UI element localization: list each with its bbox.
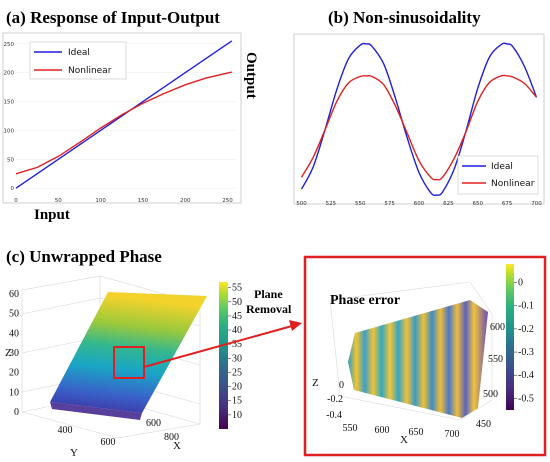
chart-d-cbar-tick: -0.3 bbox=[518, 347, 534, 358]
chart-d-box bbox=[329, 281, 493, 421]
legend-b-nonlinear: Nonlinear bbox=[491, 179, 535, 189]
chart-c-cbar-tick: 35 bbox=[232, 339, 242, 350]
chart-a-ytick: 250 bbox=[4, 42, 15, 48]
annotation-plane: Plane bbox=[254, 287, 283, 301]
chart-d-cbar-tick: -0.4 bbox=[518, 370, 534, 381]
chart-a-ytick: 0 bbox=[11, 186, 15, 192]
chart-a-xtick: 250 bbox=[222, 198, 233, 204]
chart-c-cbar-tick: 15 bbox=[232, 396, 242, 407]
chart-d-title: Phase error bbox=[330, 293, 400, 308]
chart-b-frame bbox=[293, 33, 545, 205]
chart-b-title: (b) Non-sinusoidality bbox=[328, 8, 481, 27]
unwrapped-phase-surface bbox=[50, 292, 207, 413]
legend-a-nonlinear: Nonlinear bbox=[68, 66, 112, 76]
chart-c-cbar-tick: 45 bbox=[232, 311, 242, 322]
chart-c-ztick: 10 bbox=[9, 387, 19, 398]
chart-a-frame bbox=[2, 32, 242, 204]
zoom-frame bbox=[303, 255, 547, 457]
chart-d-xtick: 650 bbox=[409, 427, 424, 438]
chart-b-xtick: 650 bbox=[472, 201, 483, 207]
chart-a-xtick: 100 bbox=[95, 198, 106, 204]
chart-c-ztick: 50 bbox=[9, 309, 19, 320]
chart-b-xtick: 625 bbox=[443, 201, 454, 207]
chart-d-xtick: 700 bbox=[445, 429, 460, 440]
chart-d-colorbar bbox=[506, 264, 514, 410]
chart-a-xtick: 0 bbox=[14, 198, 18, 204]
panel-c: (c) Unwrapped Phase 10 15 20 25 30 35 40 45 50 55… bbox=[5, 247, 242, 459]
zoom-arrow-head bbox=[289, 320, 302, 331]
chart-d-cbar-tick: 0 bbox=[518, 278, 523, 289]
chart-a-ylabel: Output bbox=[243, 52, 259, 99]
chart-b-xtick: 575 bbox=[384, 201, 395, 207]
phase-error-surface bbox=[348, 300, 488, 418]
chart-d-ztick: -0.2 bbox=[327, 394, 343, 405]
zoom-arrow bbox=[143, 325, 293, 368]
panel-b: (b) Non-sinusoidality 500 525 550 575 600 625… bbox=[293, 8, 545, 207]
chart-c-ztick: 60 bbox=[9, 289, 19, 300]
chart-d-ytick: 600 bbox=[490, 322, 505, 333]
chart-a-series-ideal bbox=[15, 40, 233, 189]
chart-b-xtick: 600 bbox=[414, 201, 425, 207]
chart-d-cbar-tick: -0.1 bbox=[518, 301, 534, 312]
chart-c-ztick: 40 bbox=[9, 328, 19, 339]
chart-c-ytick: 400 bbox=[58, 425, 73, 436]
chart-c-ztick: 0 bbox=[14, 407, 19, 418]
chart-a-ytick: 100 bbox=[4, 128, 15, 134]
chart-d-xlabel: X bbox=[400, 434, 408, 446]
chart-b-legend bbox=[457, 155, 539, 195]
chart-b-xtick: 525 bbox=[326, 201, 337, 207]
legend-a-ideal: Ideal bbox=[68, 48, 90, 58]
chart-d-ztick: 0 bbox=[339, 380, 344, 391]
chart-d-ztick: -0.4 bbox=[326, 410, 342, 421]
chart-a-series-nonlinear bbox=[15, 71, 232, 175]
chart-c-ytick: 600 bbox=[101, 437, 116, 448]
chart-c-cbar-tick: 50 bbox=[232, 297, 242, 308]
chart-a-xtick: 200 bbox=[180, 198, 191, 204]
chart-d-cbar-tick: -0.2 bbox=[518, 324, 534, 335]
legend-b-ideal: Ideal bbox=[491, 162, 513, 172]
chart-d-ytick: 550 bbox=[488, 354, 503, 365]
chart-b-xtick: 675 bbox=[502, 201, 513, 207]
chart-c-ztick: 30 bbox=[9, 348, 19, 359]
chart-a-ytick: 50 bbox=[7, 157, 14, 163]
chart-c-cbar-tick: 25 bbox=[232, 367, 242, 378]
chart-a-xlabel: Input bbox=[34, 207, 70, 223]
chart-c-xlabel: X bbox=[173, 440, 181, 452]
chart-d-zlabel: Z bbox=[312, 377, 319, 389]
chart-b-series-ideal bbox=[300, 42, 538, 196]
chart-c-cbar-tick: 40 bbox=[232, 325, 242, 336]
surface-front-edge bbox=[50, 402, 142, 420]
chart-d-cbar-tick: -0.5 bbox=[518, 393, 534, 404]
chart-b-xtick: 550 bbox=[355, 201, 366, 207]
chart-a-ytick: 150 bbox=[4, 100, 15, 106]
panel-d: Phase error 0 -0.1 -0.2 -0.3 -0.4 -0.5 0 -0.2 -… bbox=[303, 255, 547, 457]
roi-square bbox=[113, 346, 145, 379]
chart-c-zlabel: Z bbox=[5, 347, 12, 359]
chart-a-xtick: 50 bbox=[55, 198, 62, 204]
chart-c-cbar-tick: 10 bbox=[232, 410, 242, 421]
chart-c-ylabel: Y bbox=[70, 447, 78, 459]
chart-c-cbar-tick: 20 bbox=[232, 382, 242, 393]
chart-c-cbar-tick: 30 bbox=[232, 353, 242, 364]
chart-a-title: (a) Response of Input-Output bbox=[6, 8, 220, 27]
chart-c-title: (c) Unwrapped Phase bbox=[6, 247, 162, 266]
chart-c-cbar-tick: 55 bbox=[232, 283, 242, 294]
chart-a-legend bbox=[29, 41, 127, 80]
chart-c-xtick: 800 bbox=[164, 432, 179, 443]
chart-d-xtick: 550 bbox=[343, 423, 358, 434]
chart-d-ytick: 500 bbox=[483, 389, 498, 400]
annotation-removal: Removal bbox=[246, 302, 292, 316]
chart-c-xtick: 600 bbox=[146, 418, 161, 429]
chart-b-xtick: 700 bbox=[531, 201, 542, 207]
panel-a: (a) Response of Input-Output 0 50 100 150 20… bbox=[2, 8, 259, 223]
chart-a-xtick: 150 bbox=[138, 198, 149, 204]
chart-d-xtick: 600 bbox=[375, 425, 390, 436]
chart-b-xtick: 500 bbox=[296, 201, 307, 207]
chart-c-colorbar bbox=[219, 282, 228, 429]
chart-d-ytick: 450 bbox=[476, 419, 491, 430]
chart-c-ztick: 20 bbox=[9, 368, 19, 379]
chart-a-ytick: 200 bbox=[4, 71, 15, 77]
chart-b-series-nonlinear bbox=[300, 74, 538, 181]
